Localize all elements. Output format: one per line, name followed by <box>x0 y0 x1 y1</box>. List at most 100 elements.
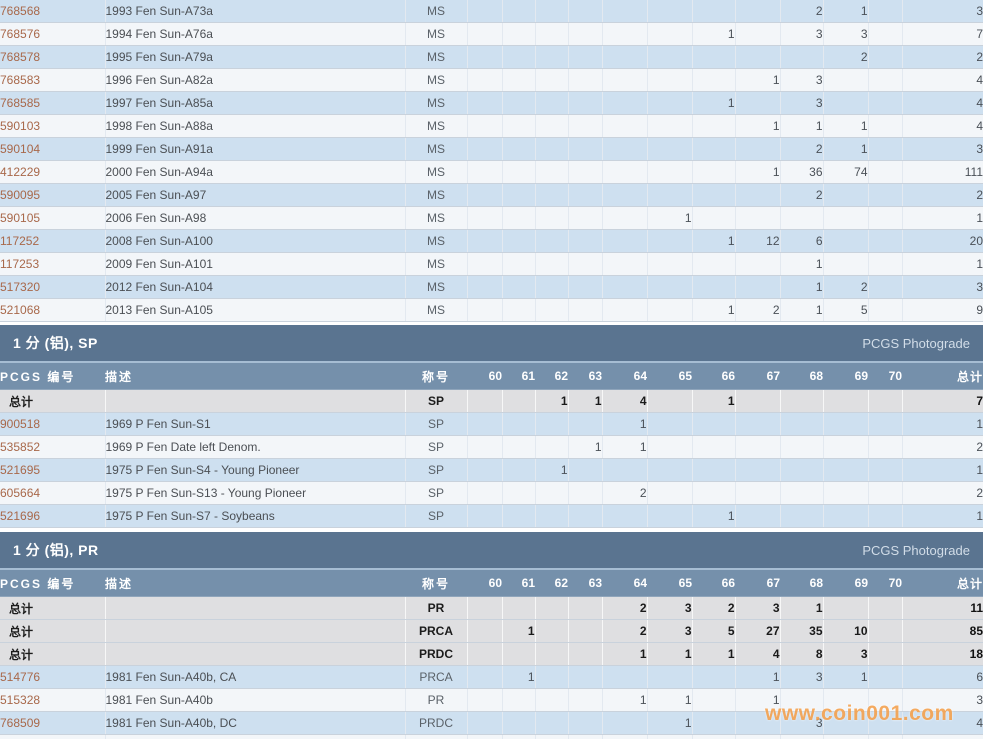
pcgs-number-link[interactable]: 768585 <box>0 96 41 110</box>
grade-70-count <box>868 206 903 230</box>
coin-description: 1969 P Fen Sun-S1 <box>105 412 406 436</box>
grade-62-count <box>535 665 569 689</box>
grade-64-count: 1 <box>602 412 648 436</box>
column-header-grade-65: 65 <box>647 363 692 390</box>
total-count: 2 <box>902 183 983 207</box>
totals-designation: PR <box>405 596 468 620</box>
table-row: 768583 1996 Fen Sun-A82a MS 1 3 4 <box>0 68 983 92</box>
totals-grade-67-count: 3 <box>735 596 781 620</box>
pcgs-number-link[interactable]: 590104 <box>0 142 41 156</box>
pcgs-number-link[interactable]: 590095 <box>0 188 41 202</box>
table-row: 900518 1969 P Fen Sun-S1 SP 1 1 <box>0 412 983 436</box>
grade-64-count <box>602 206 648 230</box>
pcgs-number-link[interactable]: 521695 <box>0 463 41 477</box>
pcgs-number-link[interactable]: 514776 <box>0 670 41 684</box>
totals-grade-64-count: 2 <box>602 596 648 620</box>
totals-row-sp: 总计 SP 1 1 4 1 7 <box>0 389 983 413</box>
grade-70-count <box>868 711 903 735</box>
grade-67-count <box>735 252 781 276</box>
column-header-grade-60: 60 <box>467 363 502 390</box>
grade-70-count <box>868 137 903 161</box>
pcgs-number-link[interactable]: 768576 <box>0 27 41 41</box>
grade-60-count <box>467 229 503 253</box>
pcgs-number-link[interactable]: 590105 <box>0 211 41 225</box>
pcgs-number-link[interactable]: 768583 <box>0 73 41 87</box>
grade-69-count: 1 <box>823 0 869 23</box>
coin-description: 1981 Fen Sun-A40b, DC <box>105 711 406 735</box>
totals-grade-70-count <box>868 619 903 643</box>
photograde-link-sp[interactable]: PCGS Photograde <box>862 335 970 351</box>
grade-63-count <box>568 665 603 689</box>
pcgs-number-link[interactable]: 768568 <box>0 4 41 18</box>
pcgs-number-link[interactable]: 590103 <box>0 119 41 133</box>
coin-description: 1975 P Fen Sun-S7 - Soybeans <box>105 504 406 528</box>
designation-cell: SP <box>405 481 468 505</box>
totals-grade-60-count <box>467 596 503 620</box>
pcgs-number-link[interactable]: 605664 <box>0 486 41 500</box>
grade-68-count: 1 <box>780 298 824 322</box>
pcgs-number-cell: 605664 <box>0 481 106 505</box>
grade-66-count <box>692 206 736 230</box>
grade-69-count <box>823 252 869 276</box>
designation-cell: MS <box>405 298 468 322</box>
grade-61-count <box>502 481 536 505</box>
grade-61-count <box>502 183 536 207</box>
photograde-link-pr[interactable]: PCGS Photograde <box>862 542 970 558</box>
grade-61-count <box>502 91 536 115</box>
grade-64-count <box>602 665 648 689</box>
total-count: 2 <box>902 45 983 69</box>
grade-69-count: 74 <box>823 160 869 184</box>
grade-68-count <box>780 45 824 69</box>
table-row: 768585 1997 Fen Sun-A85a MS 1 3 4 <box>0 91 983 115</box>
totals-grade-63-count <box>568 642 603 666</box>
grade-62-count <box>535 688 569 712</box>
totals-grade-65-count: 3 <box>647 619 693 643</box>
totals-grade-62-count <box>535 596 569 620</box>
grade-66-count <box>692 45 736 69</box>
grade-69-count: 1 <box>823 665 869 689</box>
grade-68-count: 36 <box>780 160 824 184</box>
grade-63-count <box>568 458 603 482</box>
grade-61-count <box>502 435 536 459</box>
pcgs-number-link[interactable]: 521068 <box>0 303 41 317</box>
grade-61-count <box>502 229 536 253</box>
pcgs-number-link[interactable]: 521696 <box>0 509 41 523</box>
ms-population-table: 768568 1993 Fen Sun-A73a MS 2 1 3 768576 1994 F… <box>0 0 983 322</box>
grade-64-count <box>602 275 648 299</box>
pcgs-number-link[interactable]: 117253 <box>0 257 40 271</box>
grade-68-count: 3 <box>780 711 824 735</box>
grade-63-count <box>568 160 603 184</box>
grade-67-count: 12 <box>735 229 781 253</box>
grade-67-count <box>735 458 781 482</box>
grade-61-count <box>502 412 536 436</box>
grade-65-count <box>647 68 693 92</box>
pcgs-number-link[interactable]: 768509 <box>0 716 41 730</box>
column-header-grade-68: 68 <box>780 570 823 597</box>
pcgs-number-link[interactable]: 900518 <box>0 417 41 431</box>
pcgs-number-link[interactable]: 515328 <box>0 693 41 707</box>
totals-grade-63-count: 1 <box>568 389 603 413</box>
grade-69-count <box>823 91 869 115</box>
grade-61-count <box>502 688 536 712</box>
grade-67-count: 1 <box>735 665 781 689</box>
grade-64-count <box>602 45 648 69</box>
pcgs-number-link[interactable]: 117252 <box>0 234 40 248</box>
pcgs-number-link[interactable]: 535852 <box>0 440 41 454</box>
pcgs-number-link[interactable]: 412229 <box>0 165 41 179</box>
designation-cell: MS <box>405 68 468 92</box>
grade-67-count: 2 <box>735 298 781 322</box>
pcgs-number-link[interactable]: 768578 <box>0 50 41 64</box>
grade-66-count <box>692 412 736 436</box>
totals-description-empty <box>105 596 406 620</box>
designation-cell: SP <box>405 412 468 436</box>
pcgs-number-link[interactable]: 517320 <box>0 280 41 294</box>
grade-62-count <box>535 68 569 92</box>
total-count: 1 <box>902 458 983 482</box>
grade-68-count: 1 <box>780 275 824 299</box>
grade-60-count <box>467 68 503 92</box>
totals-grade-66-count: 5 <box>692 619 736 643</box>
grade-62-count <box>535 298 569 322</box>
grade-65-count: 1 <box>647 688 693 712</box>
table-row: 514776 1981 Fen Sun-A40b, CA PRCA 1 1 3 1 6 <box>0 665 983 689</box>
